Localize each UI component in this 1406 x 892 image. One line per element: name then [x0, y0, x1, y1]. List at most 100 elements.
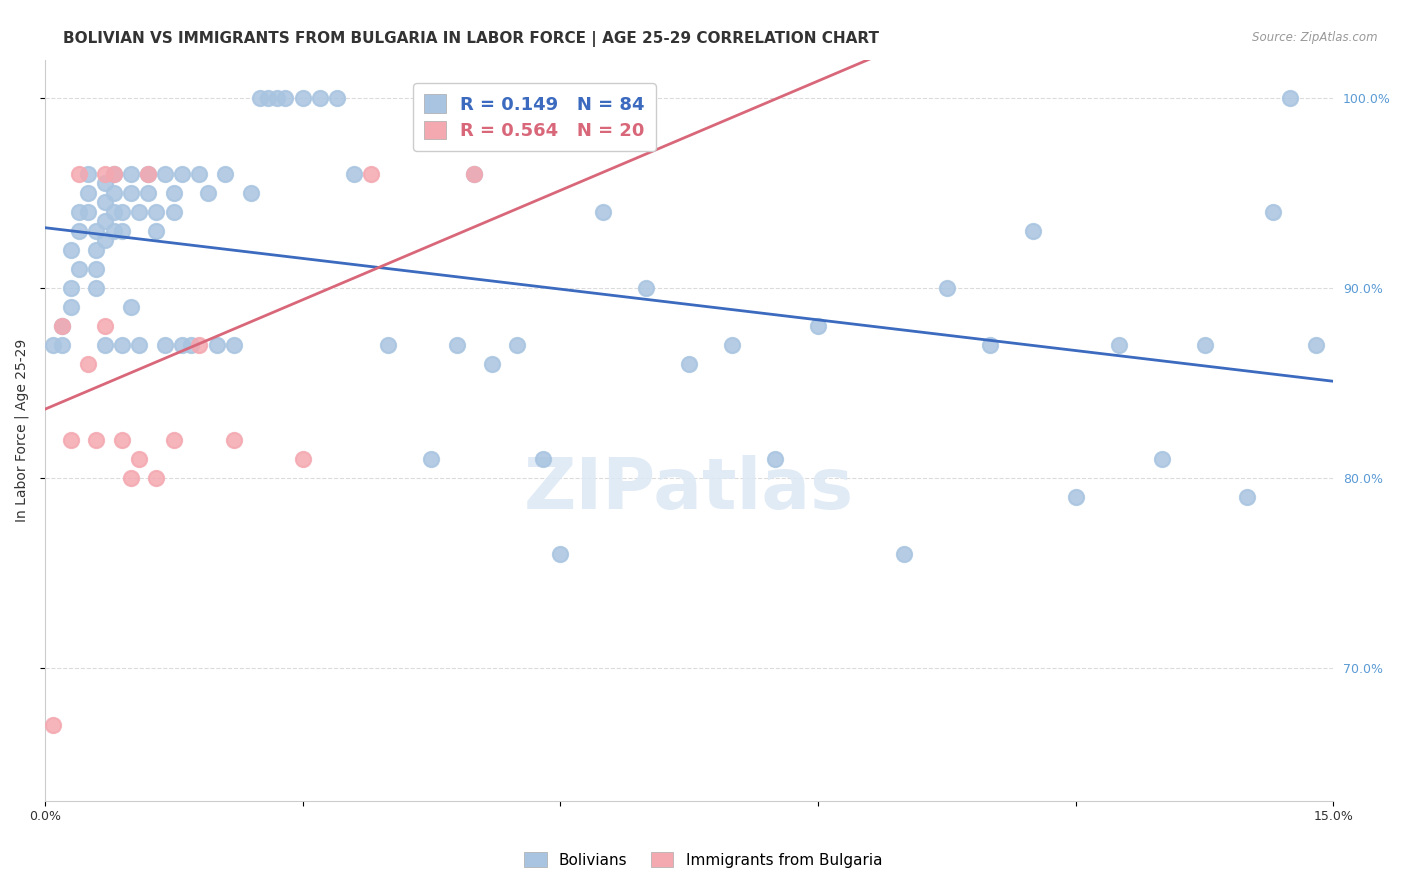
Point	[249, 90, 271, 104]
Point	[506, 337, 529, 351]
Point	[481, 357, 503, 371]
Point	[111, 337, 134, 351]
Point	[42, 337, 65, 351]
Point	[420, 451, 443, 466]
Point	[94, 214, 117, 228]
Point	[42, 717, 65, 731]
Point	[172, 337, 194, 351]
Point	[935, 280, 957, 294]
Point	[172, 167, 194, 181]
Point	[893, 547, 915, 561]
Point	[59, 433, 82, 447]
Point	[188, 167, 211, 181]
Legend: R = 0.149   N = 84, R = 0.564   N = 20: R = 0.149 N = 84, R = 0.564 N = 20	[413, 84, 655, 151]
Point	[721, 337, 744, 351]
Point	[103, 186, 125, 200]
Point	[162, 204, 184, 219]
Point	[1236, 490, 1258, 504]
Point	[94, 318, 117, 333]
Point	[103, 167, 125, 181]
Point	[120, 167, 142, 181]
Legend: Bolivians, Immigrants from Bulgaria: Bolivians, Immigrants from Bulgaria	[516, 844, 890, 875]
Point	[67, 167, 90, 181]
Point	[274, 90, 297, 104]
Point	[239, 186, 262, 200]
Point	[205, 337, 228, 351]
Point	[103, 224, 125, 238]
Point	[120, 300, 142, 314]
Point	[214, 167, 236, 181]
Text: Source: ZipAtlas.com: Source: ZipAtlas.com	[1253, 31, 1378, 45]
Point	[636, 280, 658, 294]
Point	[807, 318, 830, 333]
Point	[111, 204, 134, 219]
Point	[162, 186, 184, 200]
Point	[145, 204, 167, 219]
Point	[153, 337, 176, 351]
Point	[188, 337, 211, 351]
Point	[180, 337, 202, 351]
Point	[979, 337, 1001, 351]
Point	[531, 451, 554, 466]
Point	[94, 195, 117, 210]
Point	[94, 176, 117, 190]
Point	[59, 300, 82, 314]
Point	[463, 167, 485, 181]
Point	[59, 243, 82, 257]
Point	[86, 261, 108, 276]
Point	[377, 337, 399, 351]
Point	[1194, 337, 1216, 351]
Point	[67, 261, 90, 276]
Point	[128, 337, 150, 351]
Point	[136, 186, 159, 200]
Point	[76, 186, 98, 200]
Point	[153, 167, 176, 181]
Point	[103, 204, 125, 219]
Point	[76, 167, 98, 181]
Point	[1263, 204, 1285, 219]
Point	[266, 90, 288, 104]
Point	[136, 167, 159, 181]
Point	[592, 204, 614, 219]
Point	[120, 186, 142, 200]
Point	[145, 224, 167, 238]
Point	[51, 337, 73, 351]
Point	[86, 433, 108, 447]
Text: ZIPatlas: ZIPatlas	[524, 455, 855, 524]
Y-axis label: In Labor Force | Age 25-29: In Labor Force | Age 25-29	[15, 339, 30, 522]
Point	[67, 204, 90, 219]
Point	[145, 471, 167, 485]
Point	[308, 90, 330, 104]
Point	[1279, 90, 1302, 104]
Point	[51, 318, 73, 333]
Point	[548, 547, 571, 561]
Point	[128, 204, 150, 219]
Point	[222, 433, 245, 447]
Point	[94, 233, 117, 247]
Point	[1064, 490, 1087, 504]
Point	[136, 167, 159, 181]
Point	[1108, 337, 1130, 351]
Point	[86, 280, 108, 294]
Point	[51, 318, 73, 333]
Point	[326, 90, 349, 104]
Point	[128, 451, 150, 466]
Point	[162, 433, 184, 447]
Point	[59, 280, 82, 294]
Point	[291, 90, 314, 104]
Point	[94, 167, 117, 181]
Point	[94, 337, 117, 351]
Point	[76, 204, 98, 219]
Point	[120, 471, 142, 485]
Point	[763, 451, 786, 466]
Point	[678, 357, 700, 371]
Point	[111, 224, 134, 238]
Point	[222, 337, 245, 351]
Point	[257, 90, 280, 104]
Point	[86, 243, 108, 257]
Point	[446, 337, 468, 351]
Point	[197, 186, 219, 200]
Point	[111, 433, 134, 447]
Point	[463, 167, 485, 181]
Text: BOLIVIAN VS IMMIGRANTS FROM BULGARIA IN LABOR FORCE | AGE 25-29 CORRELATION CHAR: BOLIVIAN VS IMMIGRANTS FROM BULGARIA IN …	[63, 31, 879, 47]
